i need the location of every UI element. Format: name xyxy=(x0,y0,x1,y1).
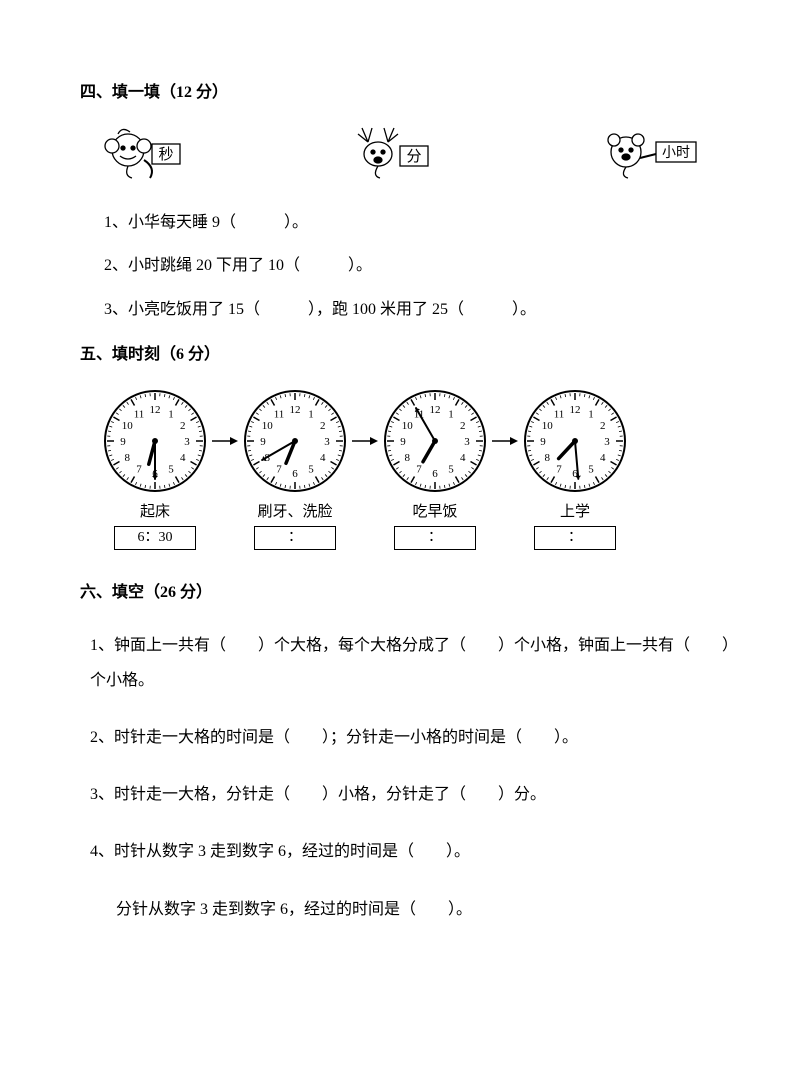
section4-title: 四、填一填（12 分） xyxy=(80,80,730,106)
svg-text:10: 10 xyxy=(122,420,134,432)
svg-text:3: 3 xyxy=(324,436,330,448)
svg-text:7: 7 xyxy=(556,464,562,476)
svg-text:3: 3 xyxy=(604,436,610,448)
s4-q3: 3、小亮吃饭用了 15（ ），跑 100 米用了 25（ ）。 xyxy=(104,297,730,323)
arrow-icon xyxy=(210,386,240,496)
svg-text:7: 7 xyxy=(416,464,422,476)
clock-label: 上学 xyxy=(560,500,590,524)
svg-text:7: 7 xyxy=(136,464,142,476)
arrow-icon xyxy=(490,386,520,496)
svg-text:4: 4 xyxy=(180,452,186,464)
clock-block: 123456789101112 起床6：30 xyxy=(100,386,210,550)
svg-text:4: 4 xyxy=(320,452,326,464)
s6-q1: 1、钟面上一共有（ ）个大格，每个大格分成了（ ）个小格，钟面上一共有（ ）个小… xyxy=(90,628,730,698)
clock-block: 123456789101112 吃早饭： xyxy=(380,386,490,550)
label-minutes: 分 xyxy=(406,148,421,165)
svg-text:2: 2 xyxy=(180,420,186,432)
clock-face: 123456789101112 xyxy=(380,386,490,496)
svg-text:8: 8 xyxy=(125,452,131,464)
svg-text:10: 10 xyxy=(402,420,414,432)
s6-q4b: 分针从数字 3 走到数字 6，经过的时间是（ ）。 xyxy=(116,892,730,927)
svg-text:6: 6 xyxy=(292,468,298,480)
section6-body: 1、钟面上一共有（ ）个大格，每个大格分成了（ ）个小格，钟面上一共有（ ）个小… xyxy=(80,628,730,927)
svg-text:12: 12 xyxy=(570,404,581,416)
svg-text:9: 9 xyxy=(540,436,546,448)
deer-icon: 分 xyxy=(350,124,450,182)
clock-label: 刷牙、洗脸 xyxy=(257,500,332,524)
svg-text:5: 5 xyxy=(588,464,594,476)
svg-text:2: 2 xyxy=(600,420,606,432)
s4-q2: 2、小时跳绳 20 下用了 10（ ）。 xyxy=(104,253,730,279)
svg-text:7: 7 xyxy=(276,464,282,476)
svg-text:10: 10 xyxy=(542,420,554,432)
time-box[interactable]: 6：30 xyxy=(114,526,196,550)
svg-text:11: 11 xyxy=(554,408,565,420)
svg-text:9: 9 xyxy=(260,436,266,448)
svg-text:4: 4 xyxy=(600,452,606,464)
arrow xyxy=(210,386,240,496)
clock-label: 吃早饭 xyxy=(412,500,457,524)
label-seconds: 秒 xyxy=(158,146,173,163)
svg-text:2: 2 xyxy=(460,420,466,432)
svg-text:5: 5 xyxy=(308,464,314,476)
time-box[interactable]: ： xyxy=(254,526,336,550)
svg-text:12: 12 xyxy=(150,404,161,416)
svg-text:12: 12 xyxy=(290,404,301,416)
svg-text:1: 1 xyxy=(588,408,594,420)
svg-text:3: 3 xyxy=(464,436,470,448)
svg-text:9: 9 xyxy=(120,436,126,448)
svg-text:12: 12 xyxy=(430,404,441,416)
svg-text:1: 1 xyxy=(168,408,174,420)
svg-text:6: 6 xyxy=(432,468,438,480)
clock-block: 123456789101112 刷牙、洗脸： xyxy=(240,386,350,550)
svg-text:5: 5 xyxy=(448,464,454,476)
monkey-icon: 秒 xyxy=(100,124,200,182)
bear-icon: 小时 xyxy=(600,124,710,182)
s6-q4a: 4、时针从数字 3 走到数字 6，经过的时间是（ ）。 xyxy=(90,834,730,869)
clocks-row: 123456789101112 起床6：30 123456789101112 刷… xyxy=(100,386,730,550)
time-box[interactable]: ： xyxy=(394,526,476,550)
svg-text:8: 8 xyxy=(405,452,411,464)
clock-block: 123456789101112 上学： xyxy=(520,386,630,550)
label-hours: 小时 xyxy=(662,145,690,161)
s4-q1: 1、小华每天睡 9（ ）。 xyxy=(104,210,730,236)
animals-row: 秒 分 xyxy=(80,124,730,182)
svg-text:2: 2 xyxy=(320,420,326,432)
animal-bear: 小时 xyxy=(600,124,710,182)
svg-text:11: 11 xyxy=(274,408,285,420)
svg-text:10: 10 xyxy=(262,420,274,432)
section5-title: 五、填时刻（6 分） xyxy=(80,342,730,368)
svg-text:4: 4 xyxy=(460,452,466,464)
arrow-icon xyxy=(350,386,380,496)
arrow xyxy=(350,386,380,496)
svg-text:8: 8 xyxy=(545,452,551,464)
svg-text:9: 9 xyxy=(400,436,406,448)
clock-face: 123456789101112 xyxy=(520,386,630,496)
svg-text:1: 1 xyxy=(448,408,454,420)
svg-text:3: 3 xyxy=(184,436,190,448)
s6-q2: 2、时针走一大格的时间是（ ）；分针走一小格的时间是（ ）。 xyxy=(90,720,730,755)
section6-title: 六、填空（26 分） xyxy=(80,580,730,606)
clock-face: 123456789101112 xyxy=(240,386,350,496)
svg-text:5: 5 xyxy=(168,464,174,476)
clock-face: 123456789101112 xyxy=(100,386,210,496)
arrow xyxy=(490,386,520,496)
s6-q3: 3、时针走一大格，分针走（ ）小格，分针走了（ ）分。 xyxy=(90,777,730,812)
time-box[interactable]: ： xyxy=(534,526,616,550)
svg-text:1: 1 xyxy=(308,408,314,420)
animal-deer: 分 xyxy=(350,124,450,182)
svg-text:11: 11 xyxy=(134,408,145,420)
animal-monkey: 秒 xyxy=(100,124,200,182)
clock-label: 起床 xyxy=(140,500,170,524)
